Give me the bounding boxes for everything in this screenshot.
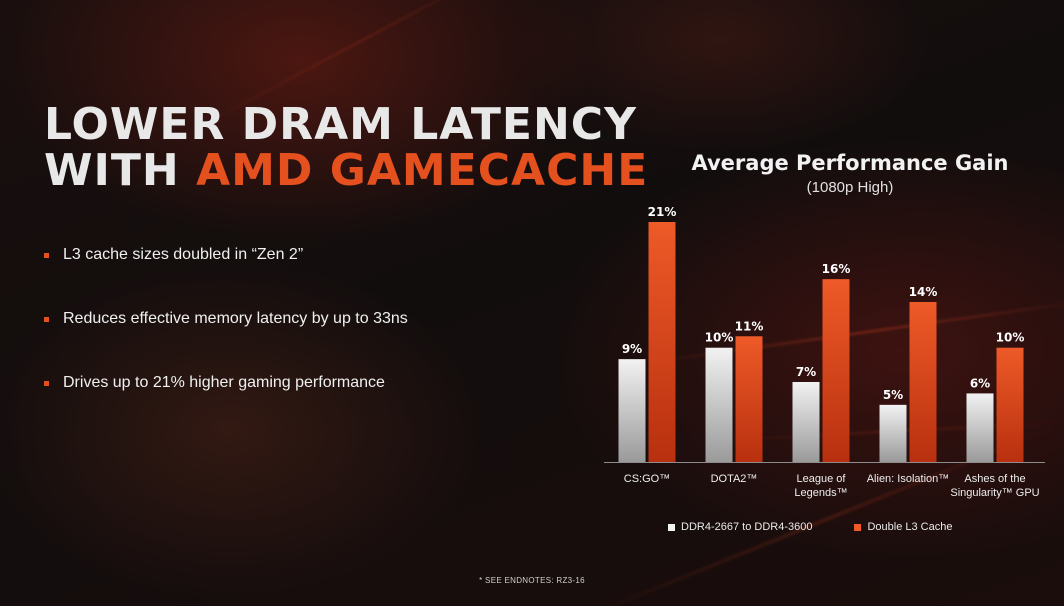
bullet-marker-icon [44, 381, 49, 386]
data-label: 9% [622, 342, 642, 356]
legend-swatch-gray [668, 523, 675, 531]
bullet-item: Reduces effective memory latency by up t… [44, 310, 408, 374]
bar-double-l3 [735, 336, 763, 462]
bullet-text: Drives up to 21% higher gaming performan… [63, 374, 385, 391]
chart-legend: DDR4-2667 to DDR4-3600 Double L3 Cache [668, 521, 994, 533]
footnote: * SEE ENDNOTES: RZ3-16 [479, 576, 585, 585]
data-label: 10% [996, 331, 1025, 345]
title-line-2-prefix: WITH [44, 145, 180, 196]
category-label: Singularity™ GPU [950, 487, 1039, 499]
bullet-text: L3 cache sizes doubled in “Zen 2” [63, 246, 304, 263]
data-label: 11% [735, 319, 764, 333]
bullet-text: Reduces effective memory latency by up t… [63, 310, 408, 327]
data-label: 5% [883, 388, 903, 402]
category-label: Legends™ [794, 487, 847, 499]
bar-double-l3 [822, 279, 850, 462]
bar-double-l3 [648, 222, 676, 462]
category-label: League of [797, 473, 847, 485]
category-label: DOTA2™ [711, 473, 758, 485]
category-label: CS:GO™ [624, 473, 670, 485]
data-label: 10% [705, 331, 734, 345]
data-label: 14% [909, 285, 938, 299]
category-label: Ashes of the [964, 473, 1025, 485]
legend-swatch-orange [854, 523, 862, 531]
slide-title: LOWER DRAM LATENCY WITH AMD GAMECACHE [44, 102, 648, 194]
legend-label: Double L3 Cache [867, 521, 953, 533]
bar-ddr4 [792, 382, 820, 462]
legend-item: DDR4-2667 to DDR4-3600 [668, 521, 812, 533]
data-label: 7% [796, 365, 816, 379]
bar-ddr4 [966, 393, 994, 462]
legend-label: DDR4-2667 to DDR4-3600 [681, 521, 813, 533]
bullet-item: Drives up to 21% higher gaming performan… [44, 374, 408, 438]
bar-ddr4 [705, 347, 733, 462]
bullet-list: L3 cache sizes doubled in “Zen 2” Reduce… [44, 246, 408, 438]
bar-ddr4 [879, 404, 907, 462]
bullet-marker-icon [44, 253, 49, 258]
bullet-item: L3 cache sizes doubled in “Zen 2” [44, 246, 408, 310]
bullet-marker-icon [44, 317, 49, 322]
bar-double-l3 [909, 302, 937, 462]
chart-subtitle: (1080p High) [806, 179, 894, 196]
data-label: 16% [822, 262, 851, 276]
bar-ddr4 [618, 359, 646, 462]
category-label: Alien: Isolation™ [867, 473, 950, 485]
legend-item: Double L3 Cache [854, 521, 952, 533]
bar-double-l3 [996, 347, 1024, 462]
data-label: 6% [970, 376, 990, 390]
data-label: 21% [648, 205, 677, 219]
chart-title: Average Performance Gain [691, 151, 1009, 175]
title-line-1: LOWER DRAM LATENCY [44, 99, 637, 150]
title-line-2-accent: AMD GAMECACHE [196, 145, 649, 196]
